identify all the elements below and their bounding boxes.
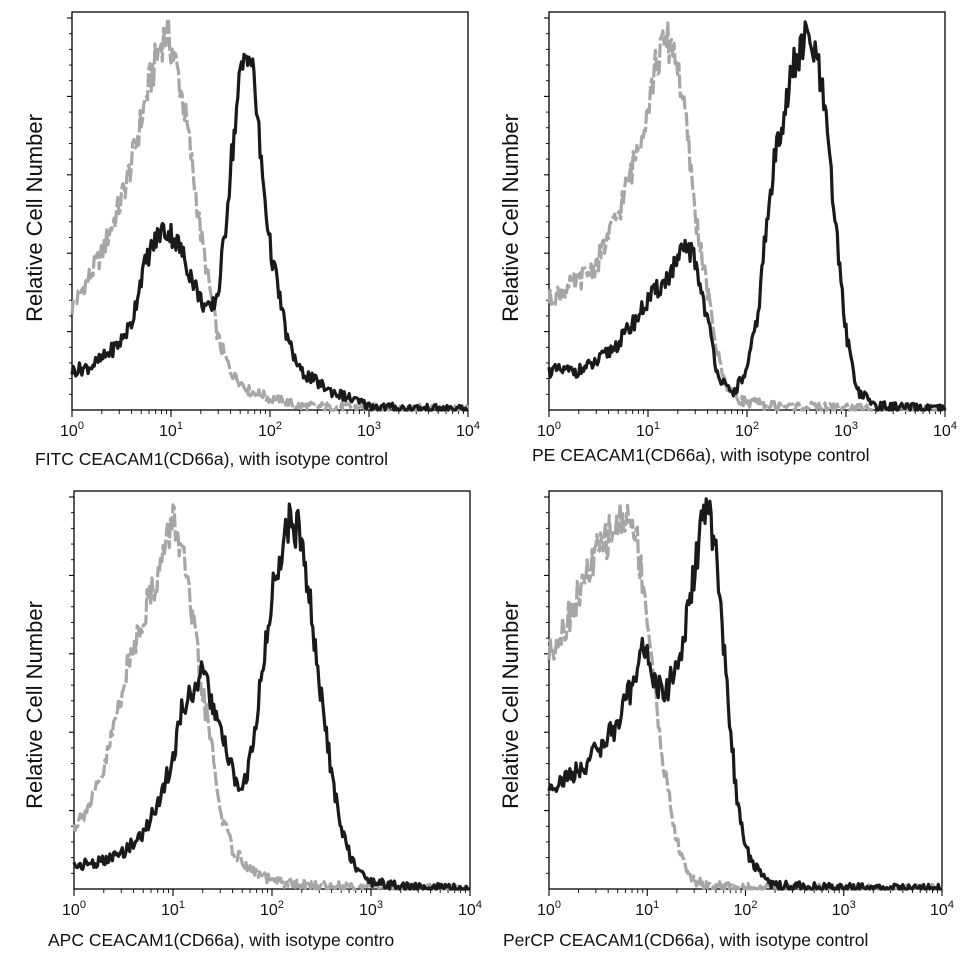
ceacam1-stained-series [72, 502, 471, 891]
plot-frame [71, 11, 469, 411]
panel-apc: Relative Cell Number APC CEACAM1(CD66a),… [22, 490, 482, 950]
x-axis-label: APC CEACAM1(CD66a), with isotype contro [48, 930, 394, 950]
panel-percp: Relative Cell Number PerCP CEACAM1(CD66a… [498, 490, 954, 950]
y-axis-label: Relative Cell Number [498, 114, 523, 322]
panel-pe: Relative Cell Number PE CEACAM1(CD66a), … [498, 11, 957, 465]
ceacam1-stained-series [547, 20, 947, 412]
y-axis-label: Relative Cell Number [22, 114, 47, 322]
x-tick-label: 101 [636, 420, 660, 440]
y-axis-label: Relative Cell Number [22, 601, 47, 809]
axes: 100 101 102 103 104 [537, 496, 954, 919]
x-tick-label: 104 [933, 420, 957, 440]
isotype-control-series [70, 16, 470, 412]
x-tick-label: 104 [456, 420, 480, 440]
axes: 100 101 102 103 104 [537, 17, 957, 440]
x-tick-label: 101 [161, 899, 185, 919]
isotype-control-series [547, 502, 944, 891]
x-tick-label: 100 [60, 420, 84, 440]
x-axis-label: FITC CEACAM1(CD66a), with isotype contro… [35, 449, 388, 469]
plot-frame [73, 490, 471, 890]
axes: 100 101 102 103 104 [62, 496, 482, 919]
x-tick-label: 103 [834, 420, 858, 440]
x-tick-label: 104 [458, 899, 482, 919]
x-tick-label: 100 [537, 899, 561, 919]
x-tick-label: 103 [832, 899, 856, 919]
ceacam1-stained-series [547, 497, 943, 891]
x-tick-label: 103 [357, 420, 381, 440]
isotype-control-series [72, 503, 472, 891]
x-tick-label: 103 [359, 899, 383, 919]
series-group [70, 16, 470, 412]
series-group [547, 497, 944, 891]
x-tick-label: 100 [537, 420, 561, 440]
series-group [547, 20, 947, 412]
x-tick-label: 104 [930, 899, 954, 919]
series-group [72, 502, 472, 891]
x-tick-label: 102 [734, 899, 758, 919]
panel-fitc: Relative Cell Number FITC CEACAM1(CD66a)… [22, 11, 480, 469]
axes: 100 101 102 103 104 [60, 17, 480, 440]
x-tick-label: 102 [735, 420, 759, 440]
x-tick-label: 102 [258, 420, 282, 440]
x-tick-label: 101 [635, 899, 659, 919]
x-tick-label: 100 [62, 899, 86, 919]
y-axis-label: Relative Cell Number [498, 601, 523, 809]
x-tick-label: 102 [260, 899, 284, 919]
x-tick-label: 101 [159, 420, 183, 440]
ceacam1-stained-series [70, 52, 469, 412]
x-axis-label: PE CEACAM1(CD66a), with isotype control [532, 445, 869, 465]
x-axis-label: PerCP CEACAM1(CD66a), with isotype contr… [503, 930, 868, 950]
